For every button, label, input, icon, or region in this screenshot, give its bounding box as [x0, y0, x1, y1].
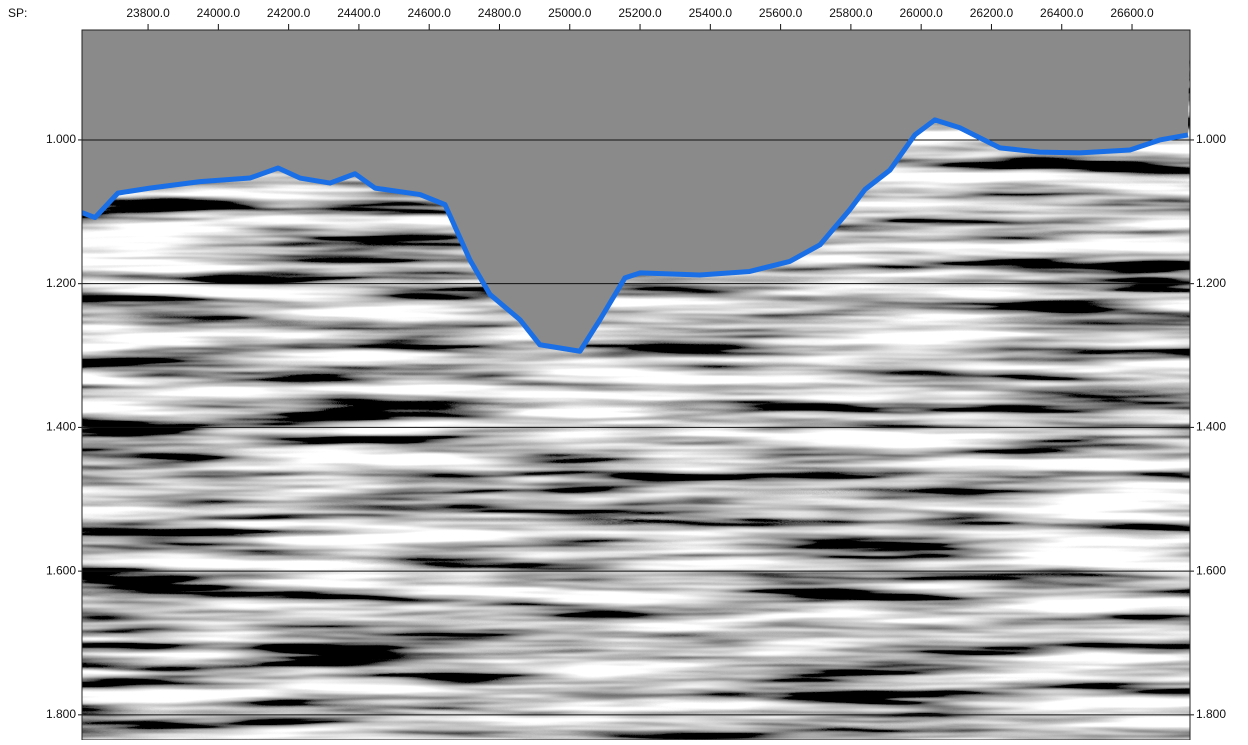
x-tick-label: 24200.0 [267, 6, 311, 20]
y-tick-label: 1.400 [46, 420, 76, 434]
y-tick-label-right: 1.800 [1196, 707, 1226, 721]
y-tick-label: 1.200 [46, 276, 76, 290]
x-tick-label: 24800.0 [478, 6, 522, 20]
x-tick-label: 26600.0 [1110, 6, 1154, 20]
x-axis-label: SP: [8, 6, 27, 20]
y-tick-label: 1.000 [46, 132, 76, 146]
x-tick-label: 26400.0 [1040, 6, 1084, 20]
y-tick-label: 1.600 [46, 563, 76, 577]
x-tick-label: 25000.0 [548, 6, 592, 20]
y-tick-label: 1.800 [46, 707, 76, 721]
x-tick-label: 26200.0 [970, 6, 1014, 20]
y-tick-label-right: 1.400 [1196, 420, 1226, 434]
x-tick-label: 24600.0 [407, 6, 451, 20]
y-tick-label-right: 1.200 [1196, 276, 1226, 290]
y-tick-label-right: 1.600 [1196, 563, 1226, 577]
chart: SP: 1.000 1.000 1.200 1.200 1.400 1.400 1.600 1… [0, 0, 1248, 740]
x-tick-label: 23800.0 [126, 6, 170, 20]
y-tick-label-right: 1.000 [1196, 132, 1226, 146]
x-tick-label: 24000.0 [197, 6, 241, 20]
x-tick-label: 25600.0 [759, 6, 803, 20]
x-tick-label: 25400.0 [689, 6, 733, 20]
x-tick-label: 25200.0 [618, 6, 662, 20]
x-tick-label: 25800.0 [829, 6, 873, 20]
x-tick-label: 26000.0 [899, 6, 943, 20]
x-tick-label: 24400.0 [337, 6, 381, 20]
